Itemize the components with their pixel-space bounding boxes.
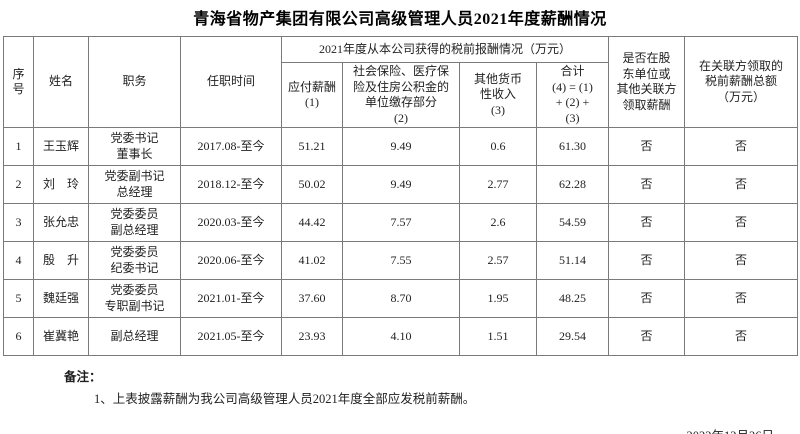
cell-tenure: 2021.01-至今: [180, 279, 282, 319]
document-title: 青海省物产集团有限公司高级管理人员2021年度薪酬情况: [193, 11, 607, 28]
cell-related-flag: 否: [608, 241, 686, 281]
header-insurance: 社会保险、医疗保 险及住房公积金的 单位缴存部分 (2): [342, 61, 460, 129]
cell-name: 张允忠: [33, 203, 89, 243]
cell-other-income: 2.57: [459, 241, 537, 281]
cell-related-flag: 否: [608, 127, 686, 167]
cell-seq: 2: [3, 165, 34, 205]
cell-name: 魏廷强: [33, 279, 89, 319]
cell-seq: 1: [3, 127, 34, 167]
cell-related-amount: 否: [684, 279, 799, 319]
cell-name: 王玉辉: [33, 127, 89, 167]
cell-other-income: 2.6: [459, 203, 537, 243]
header-related-flag: 是否在股 东单位或 其他关联方 领取薪酬: [608, 35, 686, 129]
cell-related-flag: 否: [608, 317, 686, 357]
header-tenure: 任职时间: [180, 35, 282, 129]
cell-total: 61.30: [535, 127, 610, 167]
cell-payable: 51.21: [281, 127, 343, 167]
table-row: 6 崔冀艳 副总经理 2021.05-至今 23.93 4.10 1.51 29…: [3, 317, 799, 357]
cell-tenure: 2021.05-至今: [180, 317, 282, 357]
cell-total: 48.25: [535, 279, 610, 319]
cell-position: 党委委员 副总经理: [88, 203, 181, 243]
cell-related-amount: 否: [684, 317, 799, 357]
document-date: 2022年12月26日: [0, 425, 800, 434]
cell-tenure: 2020.03-至今: [180, 203, 282, 243]
header-other-income: 其他货币 性收入 (3): [459, 61, 537, 129]
cell-total: 54.59: [535, 203, 610, 243]
cell-total: 62.28: [535, 165, 610, 205]
notes-label: 备注：: [64, 370, 102, 385]
table-row: 1 王玉辉 党委书记 董事长 2017.08-至今 51.21 9.49 0.6…: [3, 127, 799, 167]
table-row: 2 刘 玲 党委副书记 总经理 2018.12-至今 50.02 9.49 2.…: [3, 165, 799, 205]
cell-related-amount: 否: [684, 203, 799, 243]
cell-other-income: 1.51: [459, 317, 537, 357]
cell-payable: 23.93: [281, 317, 343, 357]
notes-section: 备注： 1、上表披露薪酬为我公司高级管理人员2021年度全部应发税前薪酬。: [0, 366, 800, 407]
cell-total: 51.14: [535, 241, 610, 281]
cell-payable: 41.02: [281, 241, 343, 281]
header-name: 姓名: [33, 35, 89, 129]
cell-seq: 5: [3, 279, 34, 319]
header-position: 职务: [88, 35, 181, 129]
cell-position: 党委委员 纪委书记: [88, 241, 181, 281]
notes-item-1: 1、上表披露薪酬为我公司高级管理人员2021年度全部应发税前薪酬。: [94, 392, 476, 407]
cell-total: 29.54: [535, 317, 610, 357]
cell-related-amount: 否: [684, 241, 799, 281]
cell-other-income: 2.77: [459, 165, 537, 205]
cell-insurance: 9.49: [342, 127, 460, 167]
cell-position: 党委委员 专职副书记: [88, 279, 181, 319]
cell-insurance: 4.10: [342, 317, 460, 357]
cell-name: 刘 玲: [33, 165, 89, 205]
salary-table: 序 号 姓名 职务 任职时间 2021年度从本公司获得的税前报酬情况（万元） 是…: [3, 35, 799, 357]
table-row: 4 殷 升 党委委员 纪委书记 2020.06-至今 41.02 7.55 2.…: [3, 241, 799, 281]
header-payable: 应付薪酬 (1): [281, 61, 343, 129]
cell-name: 殷 升: [33, 241, 89, 281]
cell-related-amount: 否: [684, 127, 799, 167]
table-row: 3 张允忠 党委委员 副总经理 2020.03-至今 44.42 7.57 2.…: [3, 203, 799, 243]
cell-insurance: 7.55: [342, 241, 460, 281]
cell-insurance: 7.57: [342, 203, 460, 243]
cell-related-flag: 否: [608, 279, 686, 319]
cell-seq: 6: [3, 317, 34, 357]
cell-payable: 37.60: [281, 279, 343, 319]
cell-tenure: 2020.06-至今: [180, 241, 282, 281]
cell-seq: 3: [3, 203, 34, 243]
header-related-amount: 在关联方领取的 税前薪酬总额 （万元）: [684, 35, 799, 129]
cell-related-flag: 否: [608, 165, 686, 205]
cell-related-amount: 否: [684, 165, 799, 205]
cell-position: 副总经理: [88, 317, 181, 357]
table-row: 5 魏廷强 党委委员 专职副书记 2021.01-至今 37.60 8.70 1…: [3, 279, 799, 319]
cell-seq: 4: [3, 241, 34, 281]
cell-position: 党委副书记 总经理: [88, 165, 181, 205]
cell-other-income: 0.6: [459, 127, 537, 167]
cell-insurance: 8.70: [342, 279, 460, 319]
cell-position: 党委书记 董事长: [88, 127, 181, 167]
cell-tenure: 2017.08-至今: [180, 127, 282, 167]
cell-insurance: 9.49: [342, 165, 460, 205]
cell-other-income: 1.95: [459, 279, 537, 319]
header-total: 合计 (4) = (1) + (2) + (3): [535, 61, 610, 129]
cell-payable: 44.42: [281, 203, 343, 243]
header-compensation-group: 2021年度从本公司获得的税前报酬情况（万元）: [280, 36, 610, 63]
header-seq: 序 号: [3, 35, 34, 129]
cell-name: 崔冀艳: [33, 317, 89, 357]
cell-related-flag: 否: [608, 203, 686, 243]
cell-tenure: 2018.12-至今: [180, 165, 282, 205]
cell-payable: 50.02: [281, 165, 343, 205]
